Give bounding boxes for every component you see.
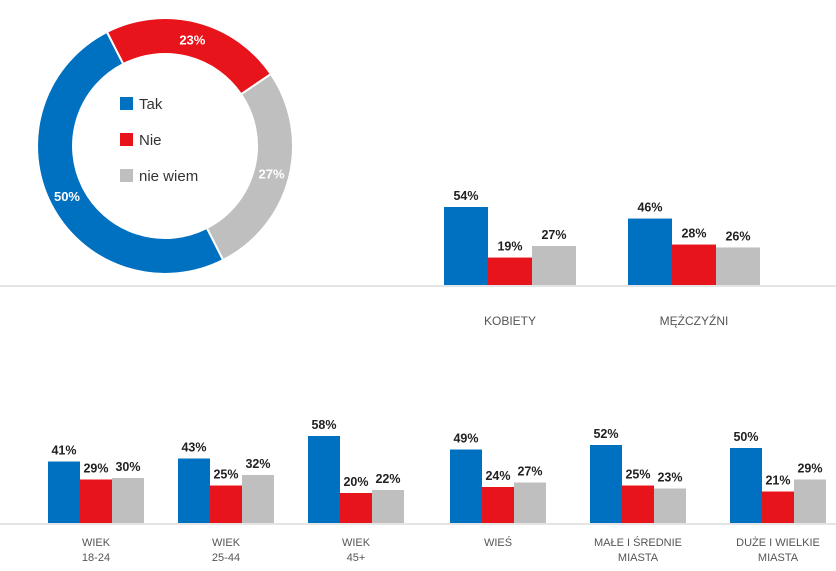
category-label: WIEK [82, 537, 111, 549]
bar-tak [628, 218, 672, 285]
donut-slice-tak [36, 30, 225, 275]
bar-value-label: 41% [51, 444, 76, 458]
bar-value-label: 24% [485, 469, 510, 483]
bar-tak [590, 445, 622, 523]
bar-value-label: 43% [181, 441, 206, 455]
bar-tak [308, 436, 340, 523]
legend-label: Tak [139, 96, 163, 113]
bar-tak [48, 461, 80, 523]
category-label: MIASTA [758, 552, 799, 564]
bar-nie-wiem [716, 247, 760, 285]
legend-swatch [120, 169, 133, 182]
bar-value-label: 25% [213, 468, 238, 482]
category-label: MAŁE I ŚREDNIE [594, 536, 682, 549]
category-label: WIEŚ [484, 536, 512, 549]
bar-value-label: 21% [765, 474, 790, 488]
bar-value-label: 26% [725, 229, 750, 243]
bar-value-label: 29% [83, 462, 108, 476]
demographic-bar-chart: 41% 29% 30% WIEK 18-24 43% 25% 32% WIEK 25-44 58% 2… [0, 418, 836, 564]
category-label: 18-24 [82, 552, 110, 564]
bar-value-label: 23% [657, 471, 682, 485]
bar-nie [340, 493, 372, 523]
bar-value-label: 19% [497, 240, 522, 254]
bar-value-label: 54% [453, 189, 478, 203]
bar-nie-wiem [514, 482, 546, 523]
bar-value-label: 52% [593, 427, 618, 441]
bar-value-label: 27% [517, 465, 542, 479]
bar-value-label: 46% [637, 201, 662, 215]
bar-tak [450, 449, 482, 523]
bar-value-label: 50% [733, 430, 758, 444]
bar-nie [482, 487, 514, 523]
donut-slice-label: 23% [179, 32, 205, 47]
bar-tak [730, 448, 762, 523]
legend-label: Nie [139, 132, 162, 149]
bar-value-label: 22% [375, 472, 400, 486]
bar-value-label: 30% [115, 460, 140, 474]
bar-nie-wiem [112, 478, 144, 523]
legend-swatch [120, 97, 133, 110]
bar-value-label: 32% [245, 457, 270, 471]
bar-nie-wiem [372, 490, 404, 523]
gender-bar-chart: 54% 19% 27% KOBIETY 46% 28% 26% MĘŻCZYŹNI [0, 189, 836, 328]
category-label: DUŻE I WIELKIE [736, 536, 820, 549]
bar-nie-wiem [532, 246, 576, 285]
bar-tak [444, 207, 488, 285]
category-label: WIEK [342, 537, 371, 549]
bar-nie [488, 257, 532, 285]
category-label: MIASTA [618, 552, 659, 564]
bar-value-label: 25% [625, 468, 650, 482]
bar-value-label: 58% [311, 418, 336, 432]
bar-nie [210, 485, 242, 523]
category-label: WIEK [212, 537, 241, 549]
bar-nie [622, 485, 654, 523]
category-label: KOBIETY [484, 314, 536, 328]
donut-slice-nie [105, 17, 273, 96]
legend-label: nie wiem [139, 168, 198, 185]
bar-value-label: 27% [541, 228, 566, 242]
bar-nie [762, 491, 794, 523]
bar-tak [178, 458, 210, 523]
bar-value-label: 29% [797, 462, 822, 476]
bar-value-label: 49% [453, 432, 478, 446]
category-label: 25-44 [212, 552, 240, 564]
donut-slice-label: 27% [259, 166, 285, 181]
donut-legend: Tak Nie nie wiem [120, 96, 198, 185]
bar-value-label: 28% [681, 227, 706, 241]
bar-nie-wiem [242, 475, 274, 523]
bar-nie-wiem [654, 488, 686, 523]
legend-swatch [120, 133, 133, 146]
donut-chart: 23% 27% 50% [36, 17, 294, 275]
donut-slice-label: 50% [54, 189, 80, 204]
bar-nie [80, 479, 112, 523]
category-label: 45+ [347, 552, 366, 564]
bar-nie-wiem [794, 479, 826, 523]
bar-value-label: 20% [343, 475, 368, 489]
bar-nie [672, 244, 716, 285]
category-label: MĘŻCZYŹNI [660, 313, 729, 328]
